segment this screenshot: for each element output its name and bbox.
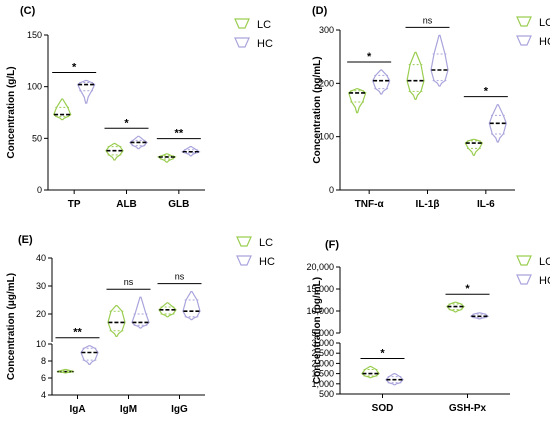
panel-c (44, 34, 205, 194)
y-tick-label: 1,500 (311, 369, 334, 379)
significance-label: * (367, 51, 372, 63)
y-tick-label: 500 (319, 389, 334, 399)
significance-label: * (124, 117, 129, 129)
y-tick-label: 100 (27, 82, 42, 92)
legend-swatch-lc (236, 236, 252, 247)
y-tick-label: 150 (27, 30, 42, 40)
legend-label-lc: LC (257, 19, 271, 31)
y-tick-label: 0 (329, 185, 334, 195)
legend-label-hc: HC (539, 275, 550, 287)
y-tick-label: 10 (36, 339, 46, 349)
x-tick-label: IgA (69, 404, 85, 415)
legend-label-lc: LC (259, 237, 273, 249)
y-tick-label: 2,500 (311, 348, 334, 358)
significance-label: * (72, 61, 77, 73)
legend-label-hc: HC (539, 36, 550, 48)
legend-swatch-hc (516, 274, 532, 285)
x-tick-label: GSH-Px (449, 403, 487, 414)
y-tick-label: 4 (41, 390, 46, 400)
y-tick-label: 0 (37, 185, 42, 195)
violin-il-1β-hc (430, 34, 449, 87)
y-axis-label: Concentration (g/L) (6, 66, 17, 158)
significance-label: ns (423, 15, 433, 25)
legend-swatch-lc (234, 18, 250, 29)
y-tick-label: 40 (36, 253, 46, 263)
legend-swatch-lc (516, 255, 532, 266)
panel-label: (C) (20, 5, 36, 17)
panel-f (336, 266, 510, 398)
y-tick-label: 20,000 (306, 262, 334, 272)
violin-tnf-α-hc (372, 69, 391, 95)
violin-sod-lc (361, 365, 380, 379)
y-tick-label: 20 (36, 309, 46, 319)
violin-igm-hc (131, 296, 150, 329)
violin-tp-hc (76, 79, 96, 104)
legend-swatch-hc (236, 255, 252, 266)
y-tick-label: 200 (319, 78, 334, 88)
significance-label: ** (73, 327, 82, 339)
violin-igg-hc (182, 291, 201, 321)
panel-label: (E) (18, 234, 33, 246)
y-tick-label: 8 (41, 356, 46, 366)
significance-label: ** (175, 128, 184, 140)
significance-label: ns (124, 277, 134, 287)
x-tick-label: SOD (372, 403, 394, 414)
y-axis-label: Concentration (μg/mL) (6, 273, 17, 380)
y-tick-label: 1,000 (311, 379, 334, 389)
violin-tnf-α-lc (347, 88, 367, 114)
legend-label-hc: HC (259, 256, 275, 268)
y-tick-label: 100 (319, 132, 334, 142)
violin-igm-lc (107, 305, 126, 337)
violin-iga-hc (80, 345, 99, 365)
panel-label: (D) (312, 5, 328, 17)
legend-label-hc: HC (257, 38, 273, 50)
panel-d (336, 26, 515, 194)
legend-label-lc: LC (539, 256, 550, 268)
violin-il-6-lc (464, 138, 484, 156)
legend-label-lc: LC (539, 17, 550, 29)
legend-swatch-lc (516, 16, 532, 27)
y-tick-label: 15,000 (306, 284, 334, 294)
significance-label: * (465, 283, 470, 295)
x-tick-label: ALB (116, 199, 137, 210)
violin-alb-lc (105, 142, 124, 161)
x-tick-label: IL-1β (416, 199, 440, 210)
y-tick-label: 5,000 (311, 328, 334, 338)
x-tick-label: GLB (168, 199, 189, 210)
y-tick-label: 6 (41, 373, 46, 383)
y-tick-label: 30 (36, 281, 46, 291)
panel-e (48, 257, 205, 399)
x-tick-label: TNF-α (355, 199, 385, 210)
x-tick-label: IgG (171, 404, 188, 415)
legend-swatch-hc (234, 37, 250, 48)
violin-glb-lc (156, 153, 177, 163)
y-tick-label: 10,000 (306, 306, 334, 316)
panel-label: (F) (325, 239, 339, 251)
y-tick-label: 2,000 (311, 358, 334, 368)
violin-il-1β-lc (406, 51, 425, 100)
y-axis-label: Concentration (pg/mL) (312, 277, 323, 384)
legend-swatch-hc (516, 35, 532, 46)
y-axis-label: Concentration (pg/mL) (312, 56, 323, 163)
y-tick-label: 3,000 (311, 338, 334, 348)
y-tick-label: 300 (319, 25, 334, 35)
significance-label: * (484, 86, 489, 98)
y-tick-label: 50 (32, 133, 42, 143)
x-tick-label: TP (68, 199, 81, 210)
significance-label: * (380, 347, 385, 359)
x-tick-label: IgM (120, 404, 137, 415)
significance-label: ns (175, 272, 185, 282)
x-tick-label: IL-6 (477, 199, 495, 210)
